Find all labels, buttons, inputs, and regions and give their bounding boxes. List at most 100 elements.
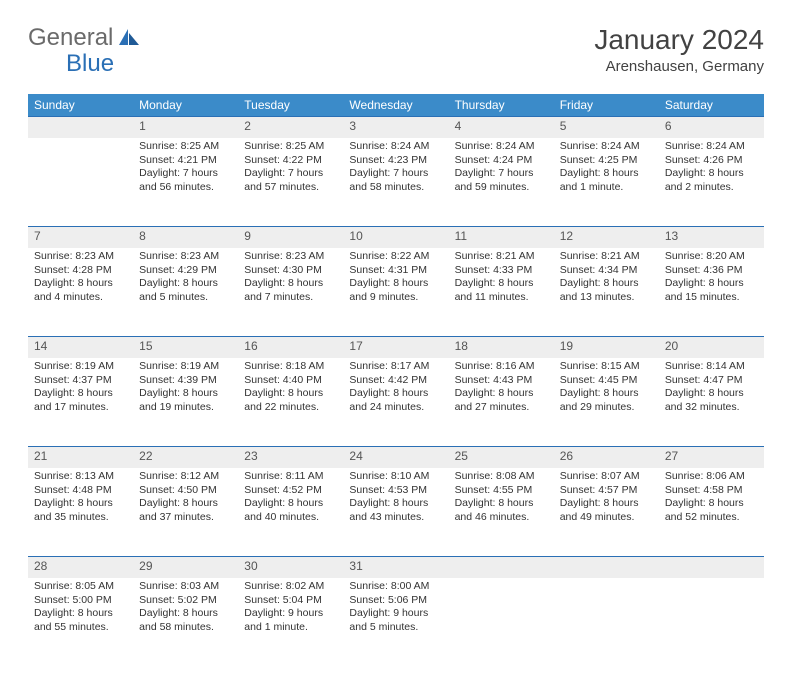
day-number-cell: 27 [659,447,764,469]
weekday-header-row: Sunday Monday Tuesday Wednesday Thursday… [28,94,764,117]
day-content-cell: Sunrise: 8:19 AMSunset: 4:39 PMDaylight:… [133,358,238,447]
daylight-text-2: and 11 minutes. [455,291,548,305]
page-header: General Blue January 2024 Arenshausen, G… [28,24,764,86]
sunset-text: Sunset: 4:33 PM [455,264,548,278]
day-content-cell [554,578,659,666]
sunrise-text: Sunrise: 8:19 AM [139,360,232,374]
daylight-text-1: Daylight: 9 hours [349,607,442,621]
daylight-text-1: Daylight: 9 hours [244,607,337,621]
daylight-text-2: and 7 minutes. [244,291,337,305]
daylight-text-1: Daylight: 8 hours [349,277,442,291]
weekday-header: Sunday [28,94,133,117]
sunset-text: Sunset: 4:37 PM [34,374,127,388]
day-number-cell: 1 [133,117,238,139]
sunrise-text: Sunrise: 8:24 AM [560,140,653,154]
daylight-text-1: Daylight: 8 hours [560,387,653,401]
day-number-row: 123456 [28,117,764,139]
calendar-body: 123456Sunrise: 8:25 AMSunset: 4:21 PMDay… [28,117,764,667]
sunrise-text: Sunrise: 8:16 AM [455,360,548,374]
daylight-text-1: Daylight: 8 hours [244,277,337,291]
day-content-cell: Sunrise: 8:25 AMSunset: 4:21 PMDaylight:… [133,138,238,227]
sunset-text: Sunset: 4:23 PM [349,154,442,168]
sunset-text: Sunset: 4:45 PM [560,374,653,388]
sunset-text: Sunset: 4:26 PM [665,154,758,168]
sunrise-text: Sunrise: 8:23 AM [139,250,232,264]
day-number-cell: 10 [343,227,448,249]
daylight-text-1: Daylight: 8 hours [139,607,232,621]
day-content-cell: Sunrise: 8:12 AMSunset: 4:50 PMDaylight:… [133,468,238,557]
day-number-cell: 18 [449,337,554,359]
day-number-cell: 13 [659,227,764,249]
day-number-cell: 24 [343,447,448,469]
daylight-text-1: Daylight: 8 hours [455,497,548,511]
daylight-text-2: and 4 minutes. [34,291,127,305]
sunset-text: Sunset: 4:58 PM [665,484,758,498]
day-content-row: Sunrise: 8:25 AMSunset: 4:21 PMDaylight:… [28,138,764,227]
sunrise-text: Sunrise: 8:13 AM [34,470,127,484]
sunrise-text: Sunrise: 8:24 AM [665,140,758,154]
sunrise-text: Sunrise: 8:12 AM [139,470,232,484]
day-content-cell: Sunrise: 8:24 AMSunset: 4:24 PMDaylight:… [449,138,554,227]
sunset-text: Sunset: 4:48 PM [34,484,127,498]
daylight-text-1: Daylight: 8 hours [665,167,758,181]
daylight-text-1: Daylight: 7 hours [139,167,232,181]
day-number-cell: 19 [554,337,659,359]
sunset-text: Sunset: 5:00 PM [34,594,127,608]
daylight-text-2: and 46 minutes. [455,511,548,525]
daylight-text-1: Daylight: 8 hours [349,387,442,401]
day-content-cell: Sunrise: 8:06 AMSunset: 4:58 PMDaylight:… [659,468,764,557]
daylight-text-1: Daylight: 8 hours [349,497,442,511]
weekday-header: Friday [554,94,659,117]
daylight-text-2: and 13 minutes. [560,291,653,305]
day-number-cell: 23 [238,447,343,469]
daylight-text-2: and 58 minutes. [349,181,442,195]
daylight-text-2: and 27 minutes. [455,401,548,415]
sunrise-text: Sunrise: 8:21 AM [455,250,548,264]
day-content-cell: Sunrise: 8:17 AMSunset: 4:42 PMDaylight:… [343,358,448,447]
day-content-cell: Sunrise: 8:25 AMSunset: 4:22 PMDaylight:… [238,138,343,227]
daylight-text-1: Daylight: 8 hours [560,167,653,181]
day-content-cell: Sunrise: 8:14 AMSunset: 4:47 PMDaylight:… [659,358,764,447]
day-content-row: Sunrise: 8:05 AMSunset: 5:00 PMDaylight:… [28,578,764,666]
daylight-text-2: and 29 minutes. [560,401,653,415]
sunrise-text: Sunrise: 8:17 AM [349,360,442,374]
sunset-text: Sunset: 4:47 PM [665,374,758,388]
daylight-text-1: Daylight: 8 hours [34,277,127,291]
day-content-cell: Sunrise: 8:24 AMSunset: 4:23 PMDaylight:… [343,138,448,227]
day-content-cell: Sunrise: 8:24 AMSunset: 4:26 PMDaylight:… [659,138,764,227]
day-content-cell: Sunrise: 8:13 AMSunset: 4:48 PMDaylight:… [28,468,133,557]
sunset-text: Sunset: 4:28 PM [34,264,127,278]
day-content-row: Sunrise: 8:13 AMSunset: 4:48 PMDaylight:… [28,468,764,557]
day-number-cell: 7 [28,227,133,249]
day-content-cell: Sunrise: 8:10 AMSunset: 4:53 PMDaylight:… [343,468,448,557]
daylight-text-1: Daylight: 8 hours [244,497,337,511]
day-content-cell: Sunrise: 8:11 AMSunset: 4:52 PMDaylight:… [238,468,343,557]
sunset-text: Sunset: 4:53 PM [349,484,442,498]
daylight-text-2: and 24 minutes. [349,401,442,415]
sunrise-text: Sunrise: 8:18 AM [244,360,337,374]
day-content-cell: Sunrise: 8:00 AMSunset: 5:06 PMDaylight:… [343,578,448,666]
day-number-cell: 4 [449,117,554,139]
daylight-text-2: and 58 minutes. [139,621,232,635]
day-number-cell: 17 [343,337,448,359]
weekday-header: Wednesday [343,94,448,117]
daylight-text-1: Daylight: 8 hours [34,497,127,511]
daylight-text-2: and 1 minute. [560,181,653,195]
sunset-text: Sunset: 4:52 PM [244,484,337,498]
sunset-text: Sunset: 4:34 PM [560,264,653,278]
sunrise-text: Sunrise: 8:11 AM [244,470,337,484]
daylight-text-2: and 55 minutes. [34,621,127,635]
sunset-text: Sunset: 4:50 PM [139,484,232,498]
day-number-cell: 30 [238,557,343,579]
day-content-cell [28,138,133,227]
daylight-text-2: and 1 minute. [244,621,337,635]
day-content-row: Sunrise: 8:23 AMSunset: 4:28 PMDaylight:… [28,248,764,337]
logo-text: General Blue [28,24,139,86]
day-content-cell: Sunrise: 8:24 AMSunset: 4:25 PMDaylight:… [554,138,659,227]
logo-sail-icon [119,24,139,52]
month-title: January 2024 [594,24,764,56]
daylight-text-2: and 15 minutes. [665,291,758,305]
daylight-text-2: and 19 minutes. [139,401,232,415]
day-number-cell: 21 [28,447,133,469]
day-number-row: 78910111213 [28,227,764,249]
